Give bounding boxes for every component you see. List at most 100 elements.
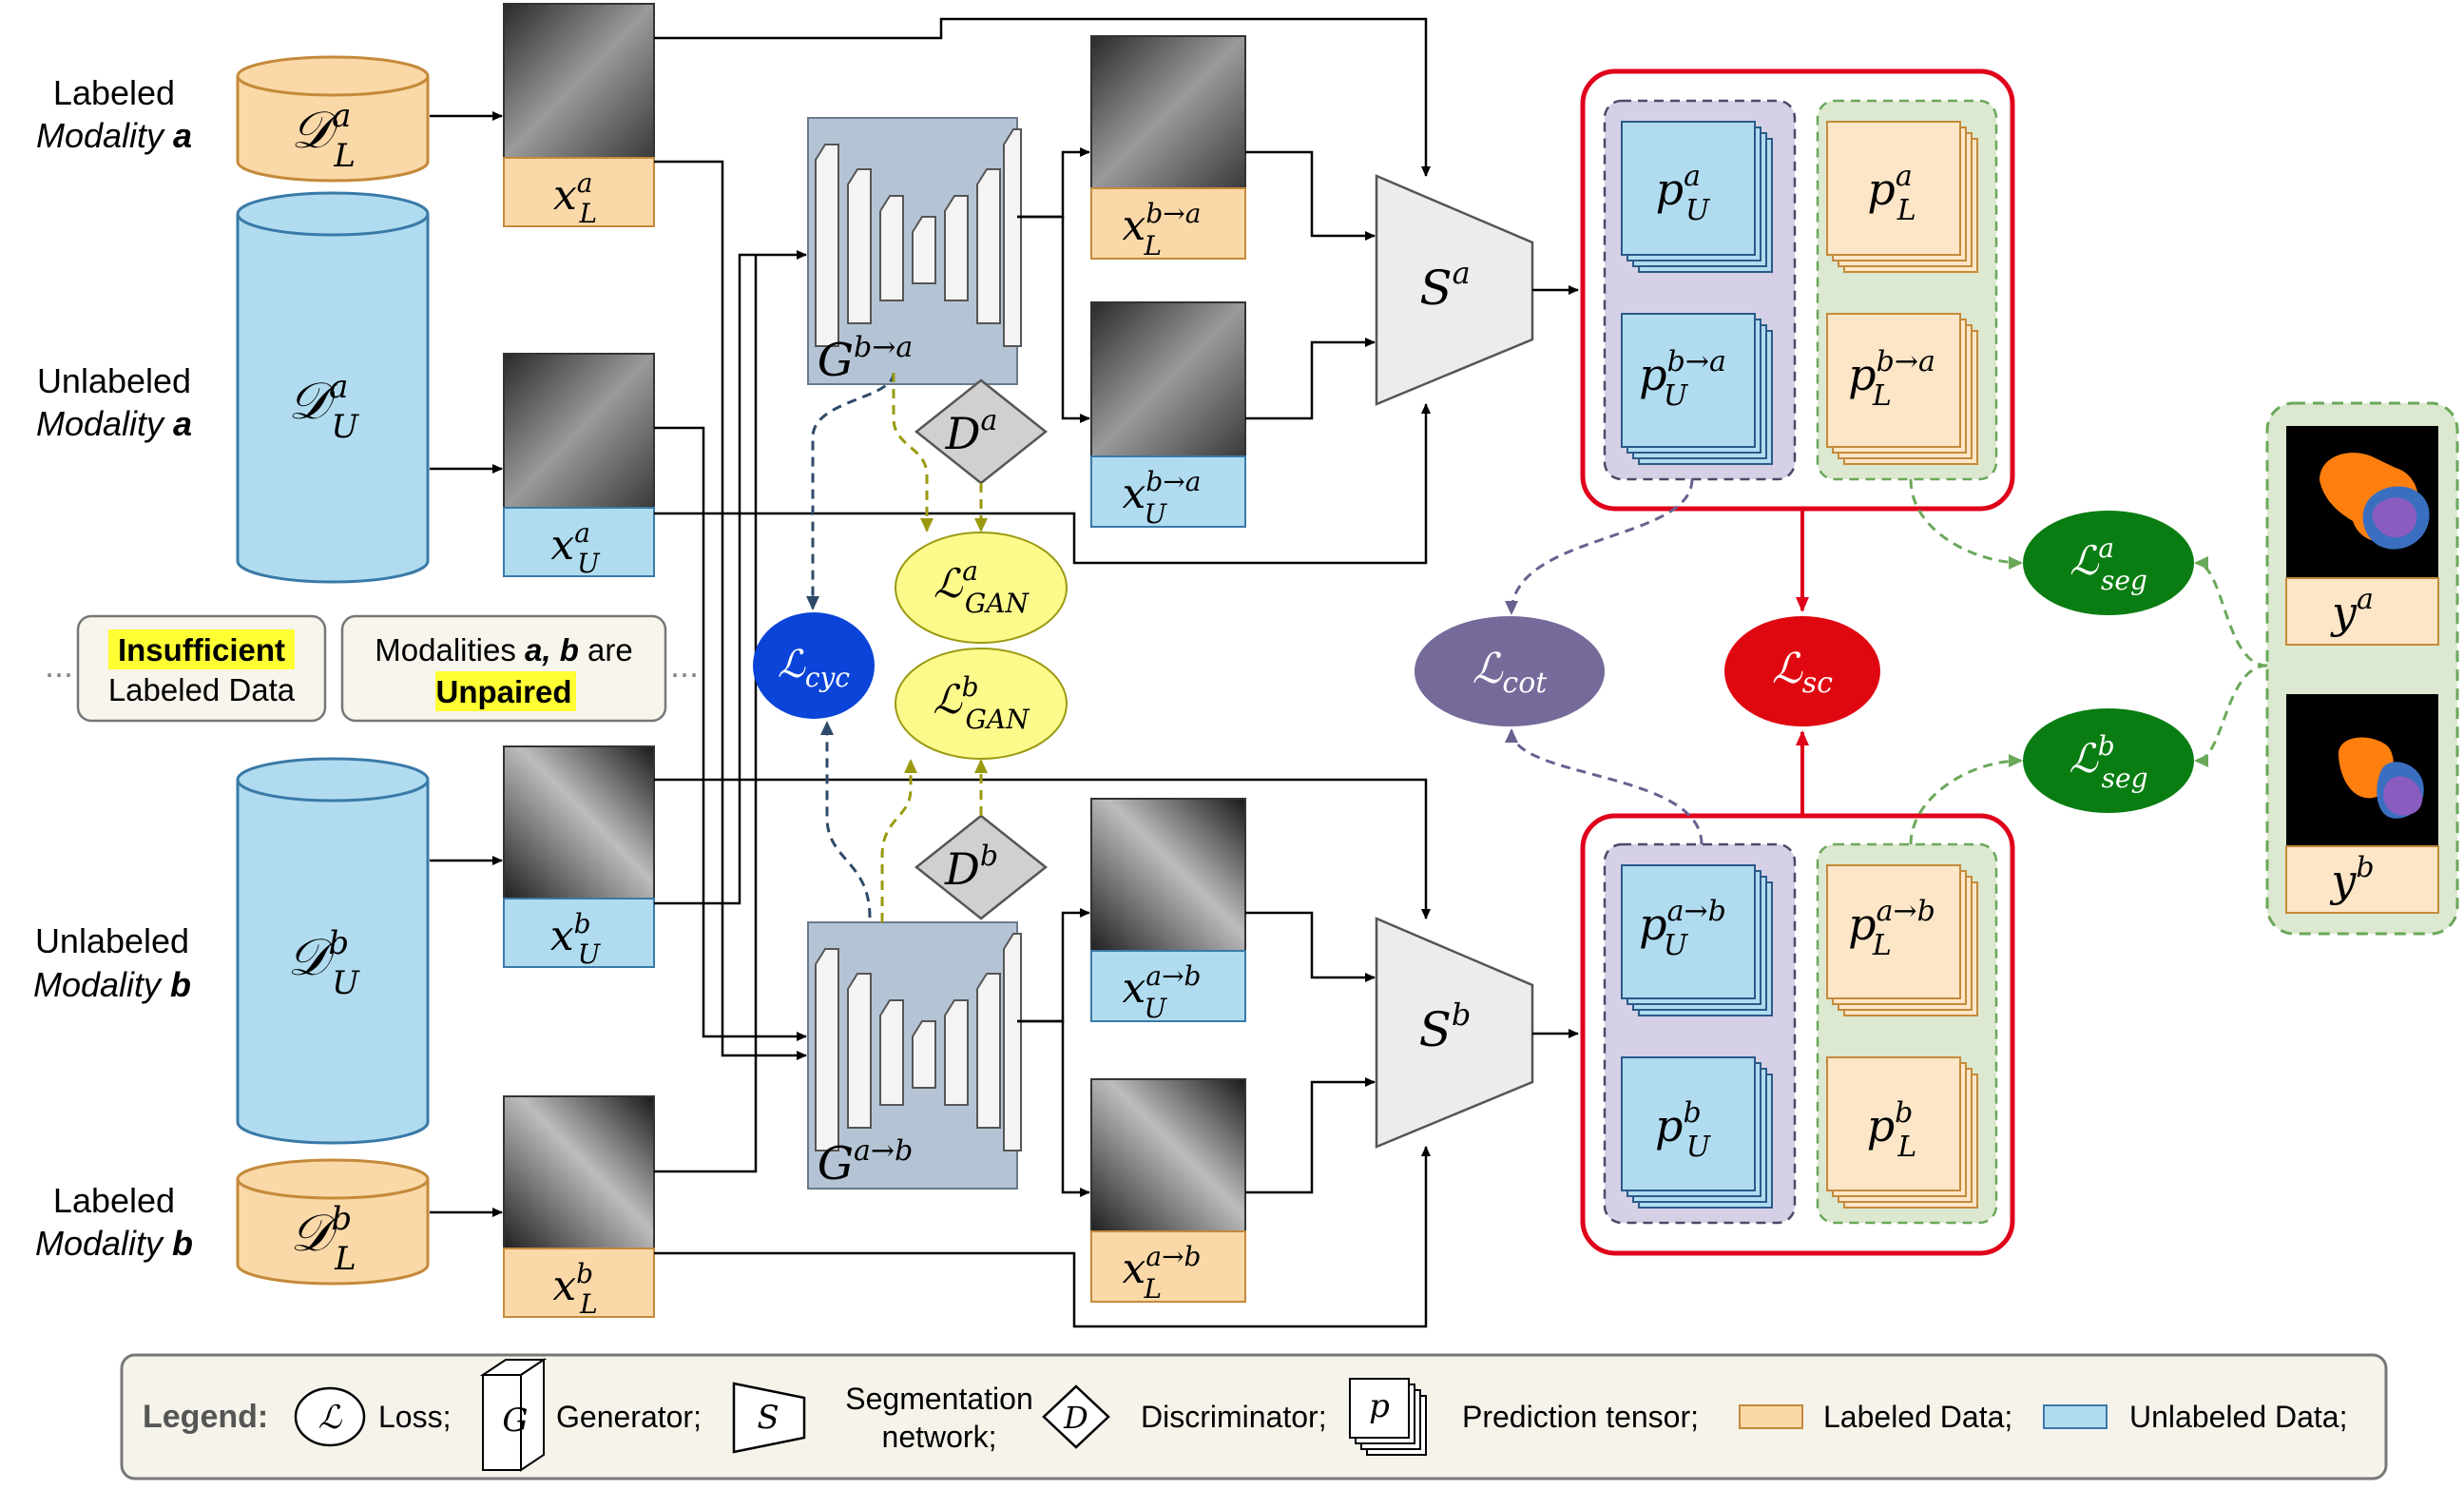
svg-text:Segmentation: Segmentation [845, 1382, 1032, 1416]
modality-label-labeled-b: Labeled Modality b [35, 1181, 193, 1263]
svg-text:pb→aU: pb→a U [1639, 345, 1726, 413]
svg-text:Legend:: Legend: [143, 1399, 268, 1435]
svg-text:pbU: pb U [1655, 1096, 1712, 1164]
dataset-DUa-cylinder: 𝒟a U [236, 191, 430, 584]
svg-text:Unpaired: Unpaired [435, 674, 571, 709]
svg-text:Sa: Sa [1419, 255, 1470, 316]
tensor-pUab: pa→b U [1621, 864, 1773, 1016]
svg-text:pbL: pb L [1867, 1096, 1917, 1164]
svg-text:Discriminator;: Discriminator; [1141, 1400, 1327, 1434]
svg-text:ya: ya [2330, 583, 2374, 638]
svg-text:pb→aL: pb→a L [1848, 345, 1935, 413]
svg-text:xbL: xb L [552, 1258, 597, 1320]
note-insufficient: Insufficient Labeled Data [76, 614, 327, 723]
loss-sc: ℒsc [1724, 616, 1880, 726]
tensor-pUba: pb→a U [1621, 313, 1773, 465]
svg-text:xb→aU: xb→a U [1123, 466, 1202, 530]
svg-text:Labeled: Labeled [53, 73, 175, 112]
svg-text:Modality b: Modality b [35, 1224, 193, 1263]
image-xLab: xa→b L [1090, 1078, 1246, 1305]
ellipsis-right: ... [670, 646, 699, 685]
segmenter-Sa: Sa [1375, 174, 1534, 406]
loss-seg-b: ℒb seg [2023, 708, 2194, 813]
tensor-pLb: pb L [1826, 1056, 1978, 1209]
svg-text:Modality a: Modality a [36, 404, 192, 443]
svg-text:ℒ: ℒ [318, 1399, 343, 1437]
svg-text:ℒcot: ℒcot [1473, 645, 1549, 700]
loss-gan-b: ℒb GAN [895, 648, 1068, 760]
generator-Gab: Ga→b [807, 921, 1022, 1190]
svg-text:pa→bL: pa→b L [1848, 895, 1935, 962]
loss-seg-a: ℒa seg [2023, 511, 2194, 615]
legend-tensor-icon: p [1349, 1378, 1427, 1456]
svg-text:Sb: Sb [1419, 997, 1472, 1057]
modality-label-unlabeled-a: Unlabeled Modality a [36, 361, 192, 443]
svg-text:ℒsc: ℒsc [1772, 645, 1833, 700]
generator-Gba: Gb→a [807, 117, 1022, 387]
svg-text:paU: pa U [1656, 160, 1711, 227]
svg-text:Labeled: Labeled [53, 1181, 175, 1220]
svg-text:Modality a: Modality a [36, 116, 192, 155]
modality-label-labeled-a: Labeled Modality a [36, 73, 192, 155]
image-xUb: xb U [503, 745, 655, 970]
dataset-DUb-cylinder: 𝒟b U [236, 757, 430, 1145]
svg-text:Modalities a, b are: Modalities a, b are [375, 632, 632, 668]
loss-cot: ℒcot [1415, 616, 1605, 726]
image-xUab: xa→b U [1090, 798, 1246, 1024]
dataset-DLb-cylinder: 𝒟b L [236, 1158, 430, 1286]
discriminator-Db: Db [914, 814, 1049, 920]
svg-text:Ga→b: Ga→b [818, 1134, 914, 1190]
svg-text:Insufficient: Insufficient [118, 632, 285, 668]
svg-text:Loss;: Loss; [378, 1400, 451, 1434]
ground-truth-panel: ya yb [2265, 401, 2459, 936]
legend: Legend: ℒ Loss; G Generator; S Segmentat… [120, 1353, 2388, 1480]
image-xUa: xa U [503, 353, 655, 579]
tensor-pLba: pb→a L [1826, 313, 1978, 465]
image-xLba: xb→a L [1090, 35, 1246, 261]
svg-text:Db: Db [944, 840, 998, 895]
svg-text:Gb→a: Gb→a [818, 331, 914, 387]
svg-text:paL: pa L [1867, 160, 1915, 227]
tensor-pUb: pb U [1621, 1056, 1773, 1209]
svg-text:Unlabeled: Unlabeled [35, 921, 189, 960]
svg-text:network;: network; [882, 1420, 997, 1454]
image-xUba: xb→a U [1090, 301, 1246, 530]
svg-text:xa→bU: xa→b U [1123, 960, 1202, 1024]
tensor-pUa: pa U [1621, 121, 1773, 273]
svg-text:xb→aL: xb→a L [1123, 198, 1202, 261]
image-xLa: xa L [503, 3, 655, 229]
svg-text:p: p [1369, 1387, 1390, 1425]
svg-text:yb: yb [2329, 851, 2374, 906]
svg-text:xaL: xa L [553, 167, 597, 229]
svg-text:Generator;: Generator; [556, 1400, 702, 1434]
svg-text:xa→bL: xa→b L [1123, 1241, 1202, 1305]
image-xLb: xb L [503, 1095, 655, 1320]
segmenter-Sb: Sb [1375, 917, 1534, 1149]
svg-text:G: G [502, 1402, 528, 1440]
svg-text:Labeled Data: Labeled Data [108, 672, 296, 707]
legend-generator-icon: G [479, 1358, 548, 1472]
svg-text:ℒcyc: ℒcyc [778, 643, 850, 693]
svg-text:Unlabeled: Unlabeled [37, 361, 191, 400]
tensor-pLa: pa L [1826, 121, 1978, 273]
svg-text:xaU: xa U [550, 517, 601, 579]
svg-text:Unlabeled Data;: Unlabeled Data; [2129, 1400, 2347, 1434]
modality-label-unlabeled-b: Unlabeled Modality b [33, 921, 191, 1004]
tensor-pLab: pa→b L [1826, 864, 1978, 1016]
svg-text:S: S [757, 1399, 779, 1437]
note-unpaired: Modalities a, b are Unpaired [340, 614, 667, 723]
svg-text:Da: Da [945, 404, 998, 459]
svg-text:D: D [1063, 1400, 1088, 1436]
discriminator-Da: Da [914, 378, 1049, 485]
svg-text:pa→bU: pa→b U [1639, 895, 1726, 962]
loss-cyc: ℒcyc [753, 612, 875, 719]
dataset-DLa-cylinder: 𝒟a L [236, 55, 430, 183]
ellipsis-left: ... [45, 646, 73, 685]
svg-text:Prediction tensor;: Prediction tensor; [1462, 1400, 1699, 1434]
dataset-to-image-arrows [430, 111, 503, 1217]
